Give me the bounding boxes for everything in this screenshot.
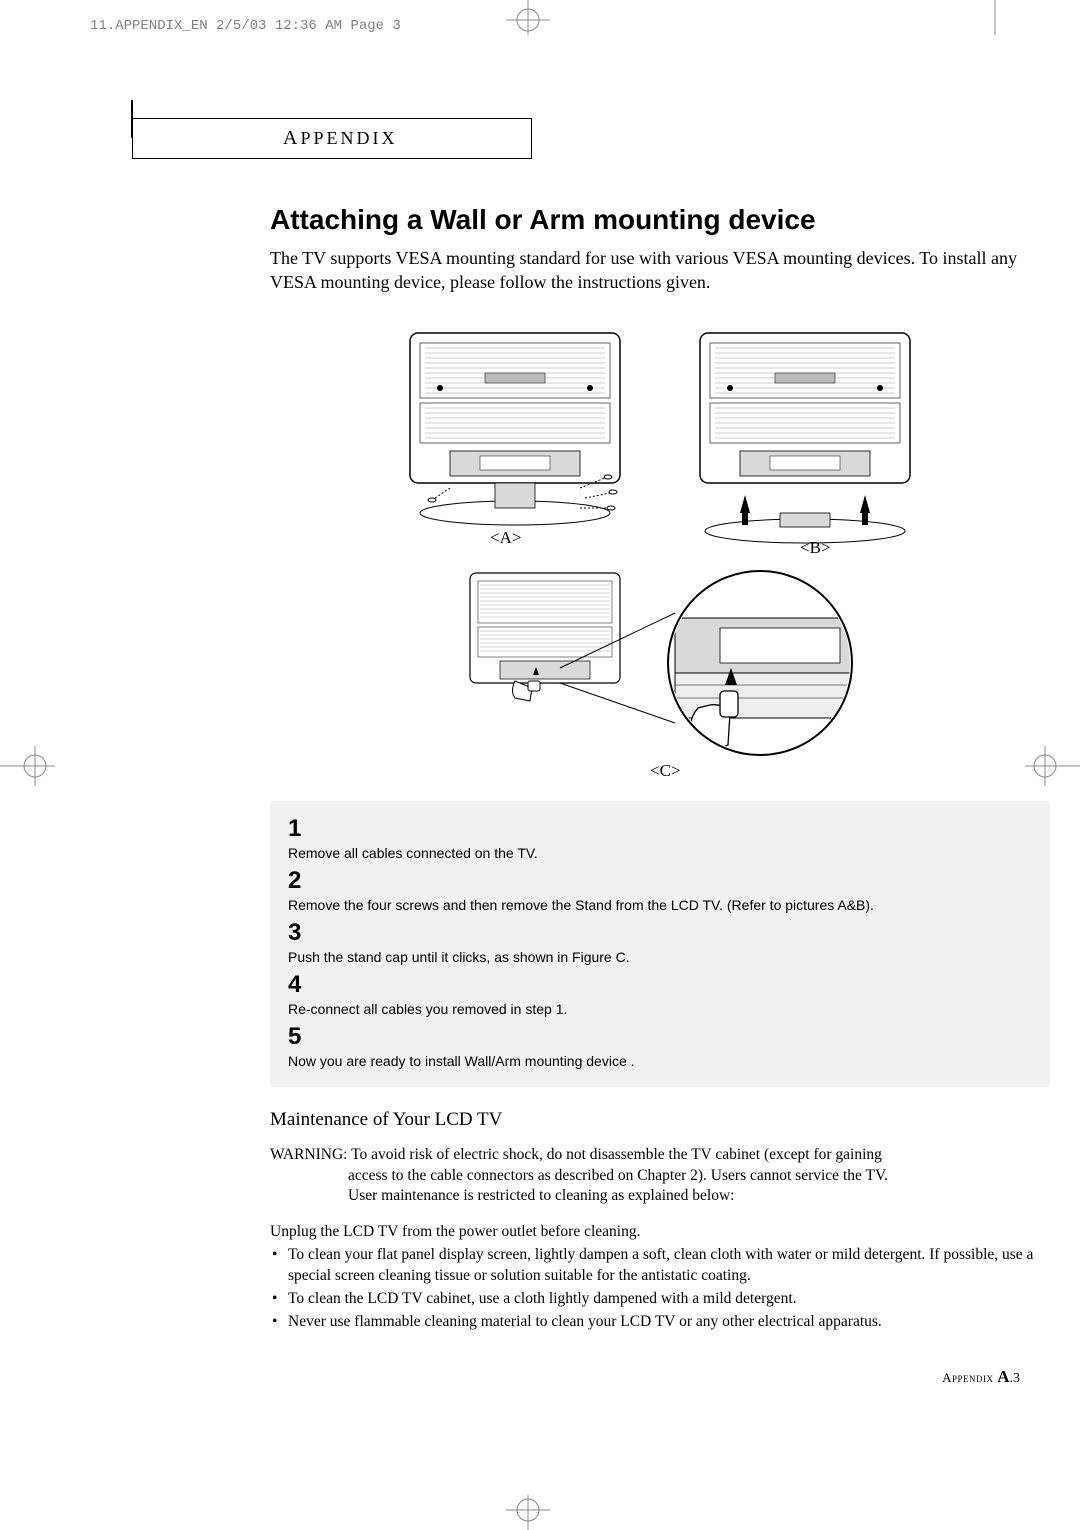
- intro-paragraph: The TV supports VESA mounting standard f…: [270, 246, 1050, 295]
- figure-c-label: <C>: [650, 761, 681, 781]
- appendix-big-a: A: [283, 127, 300, 149]
- footer-a: A: [997, 1367, 1009, 1386]
- crop-mark-top: [498, 0, 558, 50]
- step-3-num: 3: [288, 919, 1032, 947]
- step-2-num: 2: [288, 867, 1032, 895]
- unplug-line: Unplug the LCD TV from the power outlet …: [270, 1223, 1050, 1241]
- steps-block: 1 Remove all cables connected on the TV.…: [270, 801, 1050, 1087]
- warning-line2: access to the cable connectors as descri…: [270, 1166, 1050, 1187]
- page-content: Attaching a Wall or Arm mounting device …: [270, 204, 1050, 1335]
- maintenance-bullets: To clean your flat panel display screen,…: [270, 1245, 1050, 1333]
- footer-appendix: Appendix: [942, 1370, 997, 1385]
- crop-mark-left: [0, 736, 70, 796]
- figure-a-illustration: [390, 323, 650, 533]
- step-1-num: 1: [288, 815, 1032, 843]
- step-4-num: 4: [288, 971, 1032, 999]
- appendix-label-box: APPENDIX: [132, 118, 532, 159]
- step-5-num: 5: [288, 1023, 1032, 1051]
- figure-block: <A> <B>: [360, 313, 960, 783]
- step-2-text: Remove the four screws and then remove t…: [288, 897, 1032, 913]
- crop-mark-bottom: [498, 1480, 558, 1530]
- bullet-2: To clean the LCD TV cabinet, use a cloth…: [270, 1289, 1050, 1310]
- maintenance-heading: Maintenance of Your LCD TV: [270, 1109, 1050, 1131]
- warning-label: WARNING:: [270, 1146, 348, 1163]
- page-meta-header: 11.APPENDIX_EN 2/5/03 12:36 AM Page 3: [90, 18, 401, 34]
- figure-c-illustration: [460, 563, 900, 763]
- step-3-text: Push the stand cap until it clicks, as s…: [288, 949, 1032, 965]
- figure-a-label: <A>: [490, 528, 521, 548]
- figure-b-label: <B>: [800, 538, 831, 558]
- warning-line3: User maintenance is restricted to cleani…: [270, 1186, 1050, 1207]
- footer-num: .3: [1010, 1371, 1021, 1386]
- main-title: Attaching a Wall or Arm mounting device: [270, 204, 1050, 236]
- step-5-text: Now you are ready to install Wall/Arm mo…: [288, 1053, 1032, 1069]
- appendix-rest: PPENDIX: [300, 128, 397, 148]
- warning-line1: To avoid risk of electric shock, do not …: [348, 1146, 882, 1163]
- crop-corner-tr: [975, 0, 1015, 50]
- bullet-3: Never use flammable cleaning material to…: [270, 1312, 1050, 1333]
- warning-block: WARNING: To avoid risk of electric shock…: [270, 1145, 1050, 1208]
- bullet-1: To clean your flat panel display screen,…: [270, 1245, 1050, 1287]
- figure-b-illustration: [680, 323, 940, 548]
- step-1-text: Remove all cables connected on the TV.: [288, 845, 1032, 861]
- step-4-text: Re-connect all cables you removed in ste…: [288, 1001, 1032, 1017]
- page-footer: Appendix A.3: [942, 1367, 1020, 1387]
